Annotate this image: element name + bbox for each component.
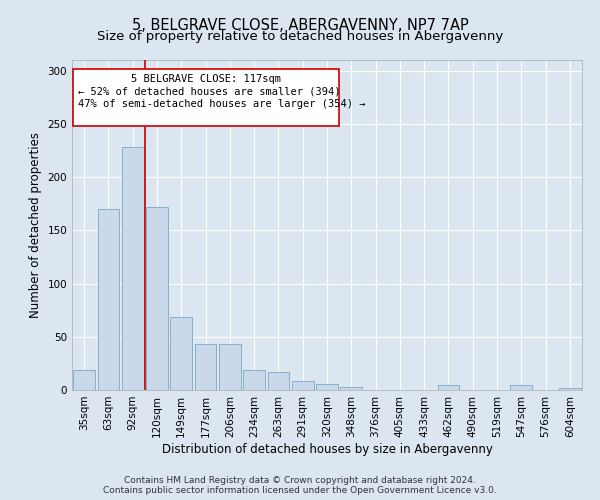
Bar bbox=[559, 388, 581, 390]
Bar bbox=[219, 344, 241, 390]
Bar bbox=[97, 209, 119, 390]
Bar bbox=[316, 384, 338, 390]
Bar bbox=[194, 344, 217, 390]
Bar bbox=[437, 384, 460, 390]
Bar bbox=[292, 382, 314, 390]
Text: 5 BELGRAVE CLOSE: 117sqm: 5 BELGRAVE CLOSE: 117sqm bbox=[131, 74, 281, 84]
Text: Size of property relative to detached houses in Abergavenny: Size of property relative to detached ho… bbox=[97, 30, 503, 43]
Bar bbox=[170, 316, 192, 390]
X-axis label: Distribution of detached houses by size in Abergavenny: Distribution of detached houses by size … bbox=[161, 442, 493, 456]
Text: 47% of semi-detached houses are larger (354) →: 47% of semi-detached houses are larger (… bbox=[79, 100, 366, 110]
Bar bbox=[268, 372, 289, 390]
Bar bbox=[146, 207, 168, 390]
Bar bbox=[122, 148, 143, 390]
FancyBboxPatch shape bbox=[73, 68, 339, 126]
Bar bbox=[511, 384, 532, 390]
Text: ← 52% of detached houses are smaller (394): ← 52% of detached houses are smaller (39… bbox=[79, 86, 341, 97]
Text: 5, BELGRAVE CLOSE, ABERGAVENNY, NP7 7AP: 5, BELGRAVE CLOSE, ABERGAVENNY, NP7 7AP bbox=[131, 18, 469, 32]
Text: Contains HM Land Registry data © Crown copyright and database right 2024.: Contains HM Land Registry data © Crown c… bbox=[124, 476, 476, 485]
Bar bbox=[73, 370, 95, 390]
Bar bbox=[340, 387, 362, 390]
Bar bbox=[243, 370, 265, 390]
Text: Contains public sector information licensed under the Open Government Licence v3: Contains public sector information licen… bbox=[103, 486, 497, 495]
Y-axis label: Number of detached properties: Number of detached properties bbox=[29, 132, 42, 318]
